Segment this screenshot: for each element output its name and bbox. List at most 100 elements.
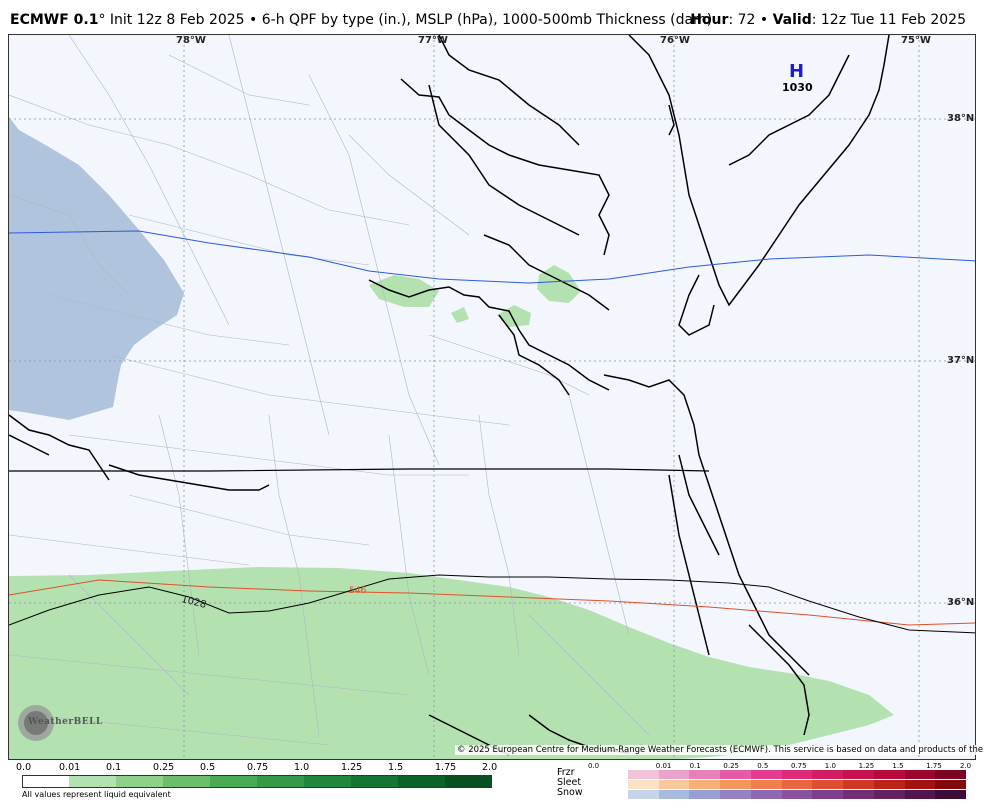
ptype-swatch-sleet bbox=[750, 780, 783, 789]
ptype-swatch-frzr bbox=[812, 770, 844, 779]
ptype-swatch-snow bbox=[904, 790, 936, 799]
rain-legend-swatch bbox=[445, 775, 492, 788]
ptype-legend-tick: 1.0 bbox=[824, 762, 836, 770]
ptype-legend-tick: 0.0 bbox=[588, 762, 600, 770]
thickness-line-blue bbox=[9, 230, 975, 284]
ptype-swatch-sleet bbox=[935, 780, 967, 789]
ptype-swatch-snow bbox=[873, 790, 906, 799]
rain-legend-swatch bbox=[351, 775, 398, 788]
ptype-swatch-sleet bbox=[873, 780, 906, 789]
ptype-swatch-snow bbox=[689, 790, 721, 799]
ptype-swatch-frzr bbox=[628, 770, 660, 779]
ptype-swatch-sleet bbox=[843, 780, 875, 789]
ptype-legend-tick: 1.75 bbox=[926, 762, 942, 770]
rain-area-south bbox=[9, 567, 894, 759]
ptype-label-sleet: Sleet bbox=[557, 777, 582, 788]
state-border bbox=[9, 468, 710, 472]
rain-legend-swatch bbox=[304, 775, 351, 788]
rain-legend-swatch bbox=[22, 775, 69, 788]
ptype-swatch-frzr bbox=[873, 770, 906, 779]
rain-legend-tick: 1.0 bbox=[294, 762, 310, 773]
lon-label-78w: 78°W bbox=[176, 35, 206, 46]
snow-area bbox=[9, 117, 184, 420]
lat-label-38n: 38°N bbox=[947, 113, 975, 124]
ptype-legend-tick: 0.25 bbox=[723, 762, 739, 770]
rain-legend-tick: 0.75 bbox=[247, 762, 269, 773]
ptype-swatch-frzr bbox=[935, 770, 967, 779]
ptype-swatch-frzr bbox=[658, 770, 690, 779]
degree-symbol: ° bbox=[98, 12, 106, 28]
high-pressure-symbol: H bbox=[789, 61, 805, 82]
init-text: Init 12z 8 Feb 2025 • 6-h QPF by type (i… bbox=[105, 12, 713, 28]
rain-legend-swatch bbox=[210, 775, 257, 788]
valid-value: : 12z Tue 11 Feb 2025 bbox=[811, 12, 966, 28]
rain-legend-swatch bbox=[69, 775, 116, 788]
logo-text: WeatherBELL bbox=[28, 717, 103, 727]
ptype-swatch-snow bbox=[750, 790, 783, 799]
ptype-swatch-sleet bbox=[812, 780, 844, 789]
valid-label: Valid bbox=[772, 12, 812, 28]
ptype-swatch-snow bbox=[935, 790, 967, 799]
ptype-swatch-snow bbox=[628, 790, 660, 799]
ptype-legend-tick: 0.01 bbox=[655, 762, 672, 770]
header: ECMWF 0.1° Init 12z 8 Feb 2025 • 6-h QPF… bbox=[0, 0, 984, 34]
rain-legend-swatch bbox=[163, 775, 210, 788]
map-title: ECMWF 0.1° Init 12z 8 Feb 2025 • 6-h QPF… bbox=[10, 12, 712, 28]
ptype-swatch-sleet bbox=[720, 780, 752, 789]
copyright-notice: © 2025 European Centre for Medium-Range … bbox=[455, 745, 984, 755]
ptype-legend-tick: 0.75 bbox=[791, 762, 807, 770]
rain-legend-tick: 1.5 bbox=[388, 762, 404, 773]
rain-patch-4 bbox=[451, 307, 469, 323]
rain-legend-tick: 0.1 bbox=[106, 762, 122, 773]
rain-legend-tick: 0.01 bbox=[59, 762, 81, 773]
rain-legend-tick: 0.0 bbox=[16, 762, 32, 773]
legend-note: All values represent liquid equivalent bbox=[22, 790, 171, 799]
ptype-legend-tick: 1.25 bbox=[858, 762, 875, 770]
thickness-label: 546 bbox=[349, 586, 367, 596]
ptype-swatch-sleet bbox=[781, 780, 813, 789]
coastline bbox=[9, 35, 890, 756]
rain-patch-2 bbox=[537, 265, 581, 303]
hour-value: : 72 • bbox=[728, 12, 773, 28]
map-panel[interactable]: 78°W 77°W 76°W 75°W 38°N 37°N 36°N H 103… bbox=[8, 34, 976, 760]
thickness-line-546 bbox=[9, 579, 975, 626]
ptype-swatch-frzr bbox=[720, 770, 752, 779]
lon-label-76w: 76°W bbox=[660, 35, 690, 46]
ptype-legend-tick: 1.5 bbox=[892, 762, 904, 770]
ptype-swatch-frzr bbox=[750, 770, 783, 779]
model-name: ECMWF 0.1 bbox=[10, 12, 99, 28]
ptype-swatch-snow bbox=[658, 790, 690, 799]
isobar-1028 bbox=[9, 574, 975, 634]
ptype-swatch-sleet bbox=[904, 780, 936, 789]
rain-legend-tick: 0.25 bbox=[153, 762, 175, 773]
hour-label: Hour bbox=[690, 12, 729, 28]
ptype-label-snow: Snow bbox=[557, 787, 583, 798]
weatherbell-logo bbox=[18, 705, 54, 741]
ptype-swatch-sleet bbox=[658, 780, 690, 789]
high-pressure-value: 1030 bbox=[782, 81, 813, 94]
county-lines bbox=[9, 35, 650, 746]
ptype-swatch-snow bbox=[843, 790, 875, 799]
rain-patch-3 bbox=[497, 305, 531, 327]
ptype-swatch-sleet bbox=[689, 780, 721, 789]
ptype-swatch-sleet bbox=[628, 780, 660, 789]
map-svg bbox=[9, 35, 975, 759]
ptype-swatch-snow bbox=[781, 790, 813, 799]
ptype-swatch-snow bbox=[720, 790, 752, 799]
rain-legend-swatch bbox=[398, 775, 445, 788]
rain-legend-tick: 1.75 bbox=[435, 762, 457, 773]
latlon-grid bbox=[9, 35, 975, 759]
lat-label-36n: 36°N bbox=[947, 597, 975, 608]
rain-patch-1 bbox=[369, 275, 439, 307]
ptype-label-frzr: Frzr bbox=[557, 767, 575, 778]
valid-info: Hour: 72 • Valid: 12z Tue 11 Feb 2025 bbox=[690, 12, 966, 28]
ptype-legend-tick: 0.1 bbox=[689, 762, 701, 770]
rain-legend-tick: 0.5 bbox=[200, 762, 216, 773]
rain-legend-tick: 2.0 bbox=[482, 762, 498, 773]
rain-legend-tick: 1.25 bbox=[341, 762, 363, 773]
ptype-legend-tick: 2.0 bbox=[960, 762, 972, 770]
ptype-legend-tick: 0.5 bbox=[757, 762, 769, 770]
ptype-swatch-frzr bbox=[843, 770, 875, 779]
rain-legend-swatch bbox=[257, 775, 304, 788]
ptype-swatch-frzr bbox=[689, 770, 721, 779]
